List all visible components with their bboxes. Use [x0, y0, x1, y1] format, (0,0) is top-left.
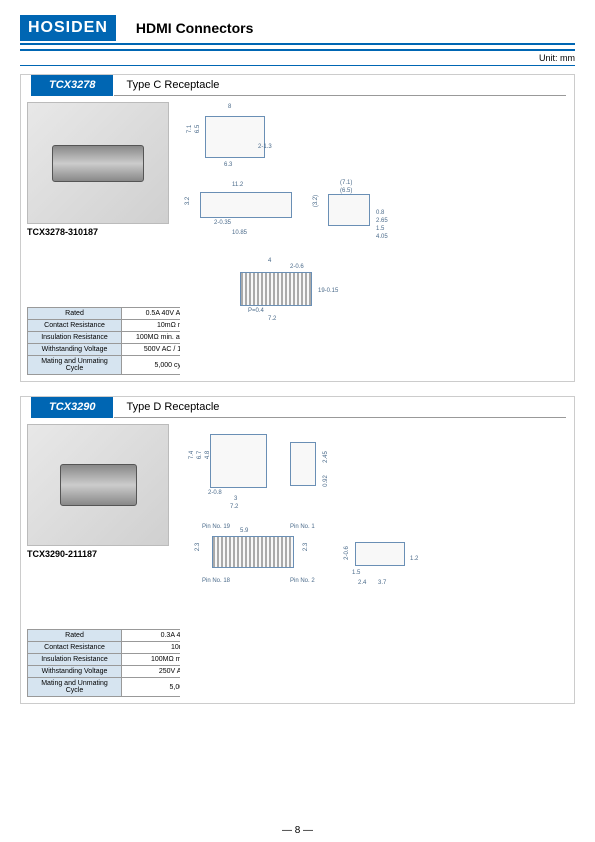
part-number-tab: TCX3278 [21, 75, 114, 96]
photo-part-label: TCX3278-310187 [27, 227, 172, 237]
product-photo [27, 102, 169, 224]
technical-drawing: 7.4 6.7 4.8 2-0.8 3 7.2 2.45 0.92 Pin No… [180, 424, 568, 697]
document-title: HDMI Connectors [136, 20, 253, 36]
photo-part-label: TCX3290-211187 [27, 549, 172, 559]
page-number: — 8 — [0, 825, 595, 836]
product-section-tcx3290: TCX3290 Type D Receptacle TCX3290-211187… [20, 396, 575, 704]
page-header: HOSIDEN HDMI Connectors [20, 15, 575, 45]
product-section-tcx3278: TCX3278 Type C Receptacle TCX3278-310187… [20, 74, 575, 382]
product-photo [27, 424, 169, 546]
unit-label: Unit: mm [20, 51, 575, 66]
part-type-label: Type C Receptacle [114, 75, 566, 96]
technical-drawing: 8 7.1 6.5 2-1.3 6.3 3.2 11.2 (7.1) (6.5)… [180, 102, 568, 375]
part-number-tab: TCX3290 [21, 397, 114, 418]
brand-logo: HOSIDEN [20, 15, 116, 41]
part-type-label: Type D Receptacle [114, 397, 566, 418]
